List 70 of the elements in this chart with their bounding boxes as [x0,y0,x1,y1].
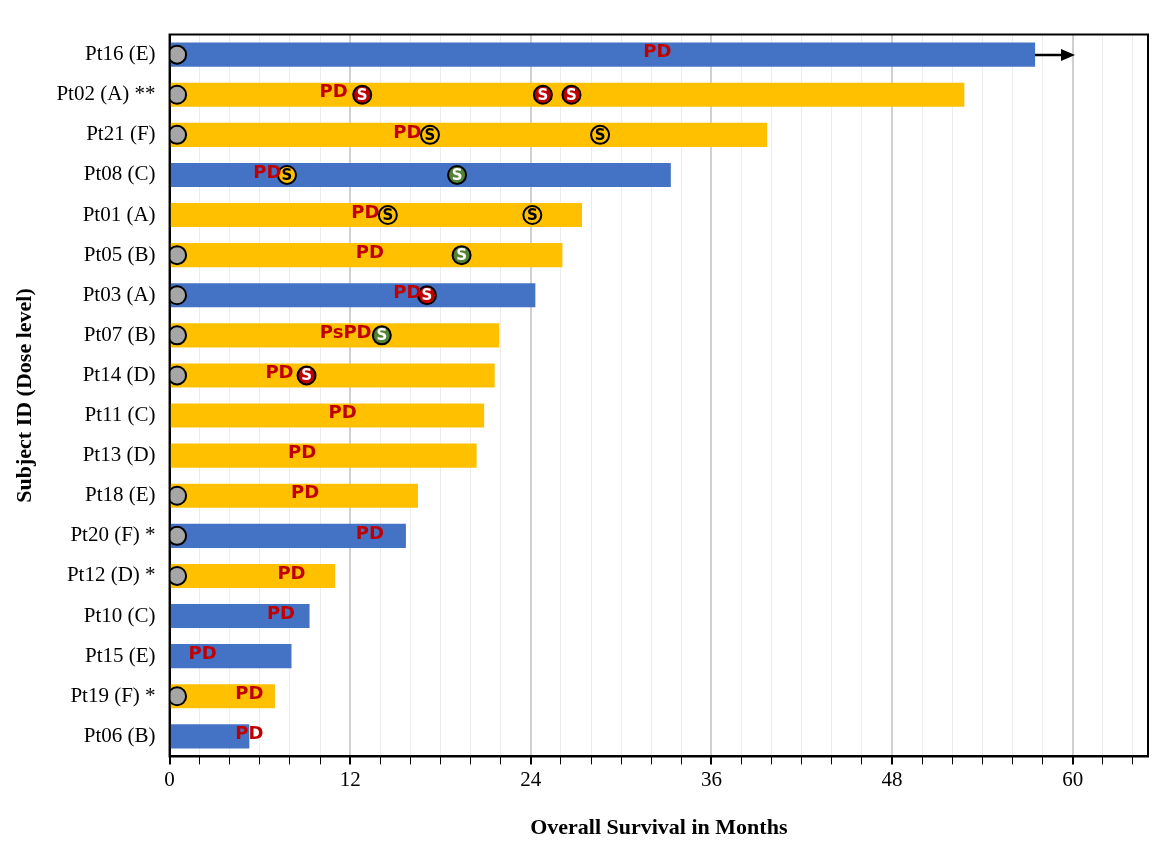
y-tick-label: Pt21 (F) [86,121,156,146]
y-tick-label: Pt02 (A) ** [56,81,156,106]
annotation: PD [328,401,357,423]
bar [170,82,965,107]
data-label: S [421,286,433,305]
bar [170,363,495,388]
annotation: PD [235,681,264,703]
annotation: PD [355,240,384,262]
annotation: PD [253,160,282,182]
x-tick-label: 48 [881,766,903,791]
y-tick-label: Pt19 (F) * [70,682,156,707]
data-label: S [537,85,549,104]
y-tick-label: Pt20 (F) * [70,522,156,547]
annotation: PD [355,521,384,543]
y-tick-label: Pt06 (B) [83,722,156,747]
y-tick-label: Pt11 (C) [84,402,156,427]
annotation: PD [290,481,320,503]
annotation: PD [287,441,317,463]
annotation: PD [188,641,217,663]
bar [170,122,768,147]
x-tick-label: 0 [164,766,175,791]
bar [170,323,500,348]
y-tick-label: Pt18 (E) [84,482,156,507]
data-label: S [356,85,368,104]
data-label: S [594,125,606,144]
y-tick-label: Pt08 (C) [83,161,156,186]
x-axis-title: Overall Survival in Months [530,814,788,840]
annotation: PsPD [319,321,372,343]
bar [170,243,563,268]
bar [170,483,418,508]
bar [170,403,485,428]
data-label: S [424,125,436,144]
x-tick-label: 36 [700,766,722,791]
y-tick-label: Pt16 (E) [84,41,156,66]
data-label: S [301,366,312,385]
x-tick-label: 60 [1062,766,1084,791]
bar [170,604,310,629]
y-tick-label: Pt13 (D) [82,442,156,467]
annotation: PD [266,601,296,623]
y-tick-label: Pt07 (B) [83,321,156,346]
annotation: PD [643,40,672,62]
bar [170,283,536,308]
bar [170,523,406,548]
annotation: PD [319,80,348,102]
bar [170,162,671,187]
data-label: S [456,246,467,265]
x-tick-label: 12 [339,766,361,791]
annotation: PD [393,120,422,142]
annotation: PD [351,200,380,222]
y-tick-label: Pt12 (D) * [66,562,156,587]
annotation: PD [265,361,294,383]
y-tick-label: Pt15 (E) [84,642,156,667]
annotation: PD [277,561,306,583]
data-label: S [451,165,463,184]
data-label: S [382,205,394,224]
bar [170,203,583,228]
x-tick-label: 24 [520,766,542,791]
bar [170,644,292,669]
data-label: S [281,165,293,184]
y-tick-label: Pt03 (A) [82,281,156,306]
data-label: S [376,326,388,345]
y-tick-label: Pt01 (A) [82,201,156,226]
data-label: S [566,85,577,104]
y-tick-label: Pt05 (B) [83,241,156,266]
data-label: S [526,205,538,224]
y-tick-label: Pt10 (C) [83,602,156,627]
y-tick-label: Pt14 (D) [82,361,156,386]
bar [170,443,477,468]
y-axis-title: Subject ID (Dose level) [10,288,36,503]
bar [170,42,1036,67]
